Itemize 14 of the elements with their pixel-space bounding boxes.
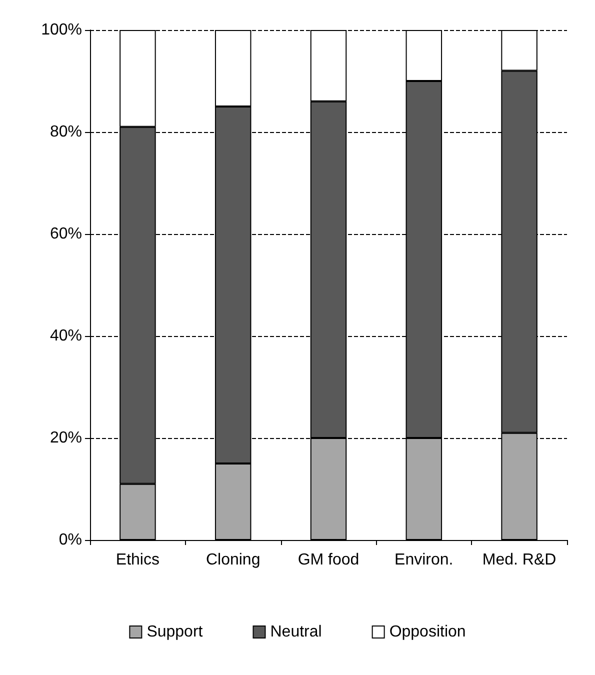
x-tick-label: Cloning xyxy=(206,552,260,568)
x-tick-label: GM food xyxy=(298,552,360,568)
legend-label: Opposition xyxy=(389,624,466,640)
legend-label: Support xyxy=(146,624,204,640)
x-tick-label: Environ. xyxy=(394,552,454,568)
y-tick-label: 20% xyxy=(50,430,82,446)
y-tick-label: 80% xyxy=(50,124,82,140)
y-tick-label: 100% xyxy=(41,22,82,38)
legend-label: Neutral xyxy=(270,624,322,640)
y-tick-label: 60% xyxy=(50,226,82,242)
y-tick-label: 0% xyxy=(58,532,82,548)
x-tick-label: Med. R&D xyxy=(482,552,556,568)
x-tick-label: Ethics xyxy=(116,552,160,568)
y-tick-label: 40% xyxy=(50,328,82,344)
